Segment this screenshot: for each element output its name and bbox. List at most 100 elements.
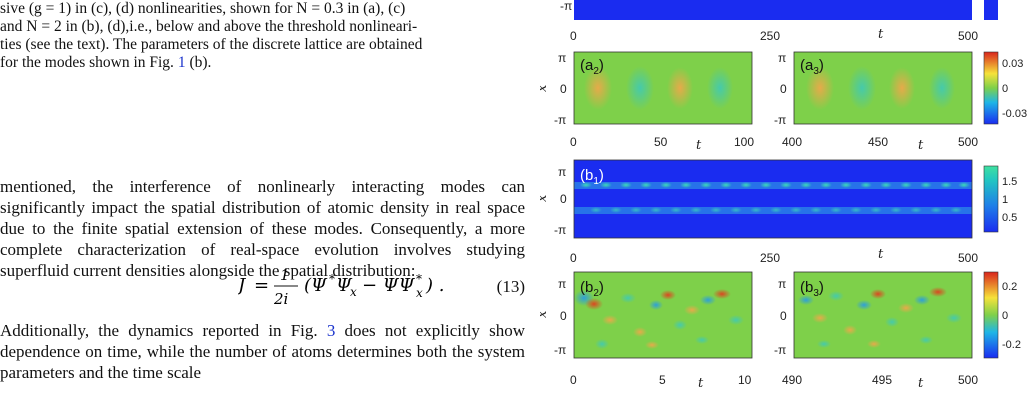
- svg-text:2i: 2i: [273, 290, 289, 308]
- panel-a2: (a2) π 0 -π x 0 50 100 t: [540, 51, 754, 153]
- tick-label: 250: [760, 29, 780, 43]
- tick-label-pi: π: [558, 165, 566, 179]
- tick-label-pi: π: [558, 51, 566, 65]
- svg-text:) .: ) .: [425, 275, 444, 296]
- tick-label-zero: 0: [780, 82, 787, 96]
- panel-b1: (b1) π 0 -π x 0 250 500 t 1.5 1 0.5: [540, 159, 1017, 265]
- svg-text:*: *: [416, 272, 422, 286]
- colorbar-tick: 1: [1002, 194, 1008, 206]
- tick-label-neg-pi: -π: [560, 0, 572, 13]
- figure-caption: sive (g = 1) in (c), (d) nonlinearities,…: [0, 0, 520, 72]
- tick-label: 495: [872, 373, 892, 387]
- tick-label: 50: [654, 135, 668, 149]
- body-paragraph: Additionally, the dynamics reported in F…: [0, 320, 525, 383]
- equation-body: J = 1 2i (Ψ * Ψ x − ΨΨ * x ) .: [234, 258, 488, 319]
- heatmap-b1: [574, 160, 972, 238]
- tick-label: 500: [958, 251, 978, 265]
- caption-text: for the modes shown in Fig.: [0, 54, 178, 71]
- colorbar-tick: 0.5: [1002, 212, 1017, 224]
- tick-label-neg-pi: -π: [554, 223, 566, 237]
- figure-panels: -π 0 250 500 t (a2) π 0 -π x 0 50 100 t: [540, 0, 1028, 406]
- svg-text:1: 1: [280, 266, 290, 284]
- colorbar-tick: 0.2: [1002, 281, 1017, 293]
- tick-label-neg-pi: -π: [774, 113, 786, 127]
- tick-label-neg-pi: -π: [554, 113, 566, 127]
- colorbar-b2: [983, 271, 999, 359]
- b1-stripe-top: [580, 182, 970, 188]
- tick-label-zero: 0: [560, 192, 567, 206]
- svg-text:*: *: [329, 272, 335, 286]
- svg-text:x: x: [350, 285, 357, 299]
- paragraph-text: Additionally, the dynamics reported in F…: [0, 320, 525, 383]
- panel-label: (b2): [580, 279, 604, 299]
- tick-label: 0: [570, 373, 577, 387]
- paragraph-text: Additionally, the dynamics reported in F…: [0, 321, 327, 340]
- svg-text:=: =: [254, 275, 269, 296]
- axis-label-t: t: [878, 247, 884, 262]
- axis-label-t: t: [918, 138, 924, 153]
- svg-text:x: x: [416, 286, 423, 300]
- tick-label: 500: [958, 135, 978, 149]
- equation-13: J = 1 2i (Ψ * Ψ x − ΨΨ * x ) . (13): [0, 258, 525, 314]
- axis-label-t: t: [698, 376, 704, 391]
- caption-line: and N = 2 in (b), (d),i.e., below and ab…: [0, 18, 418, 35]
- panel-label: (a2): [580, 57, 604, 77]
- tick-label-neg-pi: -π: [554, 343, 566, 357]
- tick-label: 10: [738, 373, 752, 387]
- colorbar-tick: 1.5: [1002, 176, 1017, 188]
- colorbar-tick: -0.2: [1002, 339, 1021, 351]
- panel-label: (a3): [800, 57, 824, 77]
- caption-line: sive (g = 1) in (c), (d) nonlinearities,…: [0, 0, 406, 17]
- panel-label: (b1): [580, 167, 604, 187]
- axis-label-t: t: [696, 138, 702, 153]
- caption-line: ties (see the text). The parameters of t…: [0, 36, 423, 53]
- caption-line: for the modes shown in Fig. 1 (b).: [0, 54, 520, 72]
- svg-text:J: J: [238, 275, 247, 296]
- tick-label: 500: [958, 373, 978, 387]
- colorbar-tick: 0: [1002, 83, 1008, 95]
- figure-ref-link[interactable]: 1: [177, 54, 186, 71]
- tick-label-pi: π: [558, 277, 566, 291]
- tick-label-zero: 0: [780, 309, 787, 323]
- panel-label: (b3): [800, 279, 824, 299]
- axis-label-x: x: [540, 194, 550, 202]
- colorbar-a: [983, 51, 999, 125]
- panel-a1: -π 0 250 500 t: [560, 0, 998, 43]
- tick-label: 100: [734, 135, 754, 149]
- tick-label-neg-pi: -π: [774, 343, 786, 357]
- b1-stripe-bottom: [590, 207, 962, 213]
- heatmap-a1: [574, 0, 972, 20]
- tick-label-pi: π: [778, 277, 786, 291]
- tick-label: 400: [782, 135, 802, 149]
- tick-label: 0: [570, 135, 577, 149]
- tick-label-zero: 0: [560, 309, 567, 323]
- body-paragraph: mentioned, the interference of nonlinear…: [0, 176, 525, 281]
- svg-text:Ψ: Ψ: [336, 275, 353, 296]
- axis-label-t: t: [918, 376, 924, 391]
- tick-label: 0: [570, 29, 577, 43]
- tick-label: 0: [570, 251, 577, 265]
- caption-text: (b).: [185, 54, 212, 71]
- colorbar-b1: [983, 165, 999, 233]
- tick-label: 490: [782, 373, 802, 387]
- axis-label-t: t: [878, 27, 884, 42]
- tick-label: 500: [958, 29, 978, 43]
- colorbar-tick: 0.03: [1002, 58, 1023, 70]
- tick-label: 5: [659, 373, 666, 387]
- axis-label-x: x: [540, 310, 550, 318]
- colorbar-a1: [984, 0, 998, 20]
- text-column: sive (g = 1) in (c), (d) nonlinearities,…: [0, 0, 525, 383]
- figure-ref-link[interactable]: 3: [326, 321, 336, 340]
- tick-label-zero: 0: [560, 82, 567, 96]
- equation-formula: J = 1 2i (Ψ * Ψ x − ΨΨ * x ) .: [234, 266, 444, 308]
- tick-label: 450: [868, 135, 888, 149]
- paragraph-text: mentioned, the interference of nonlinear…: [0, 177, 525, 280]
- paragraph-text: does not explicitly show dependence on t…: [0, 321, 525, 382]
- panel-b2: (b2) π 0 -π x 0 5 10 t: [540, 271, 753, 391]
- svg-text:(Ψ: (Ψ: [304, 275, 328, 296]
- tick-label: 250: [760, 251, 780, 265]
- panel-a3: (a3) π 0 -π 400 450 500 t 0.03 0 -0.03: [774, 51, 1027, 153]
- panel-b3: (b3) π 0 -π 490 495 500 t 0.2 0 -0.2: [774, 271, 1021, 391]
- tick-label-pi: π: [778, 51, 786, 65]
- colorbar-tick: -0.03: [1002, 108, 1027, 120]
